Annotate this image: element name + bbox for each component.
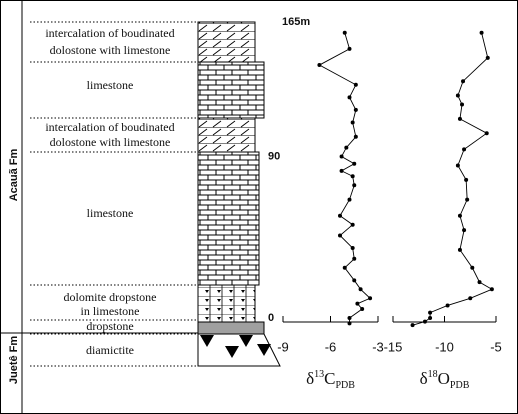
data-point	[352, 183, 356, 187]
lithology-inter	[198, 118, 255, 152]
data-point	[368, 296, 372, 300]
axis-title: δ13CPDB	[306, 369, 355, 391]
data-point	[344, 146, 348, 150]
data-point	[458, 214, 462, 218]
data-point	[354, 108, 358, 112]
data-point	[317, 63, 321, 67]
formation-label: Acauã Fm	[8, 148, 20, 201]
data-point	[351, 174, 355, 178]
data-point	[428, 316, 432, 320]
data-point	[446, 303, 450, 307]
data-point	[351, 223, 355, 227]
lithology-brick	[198, 152, 259, 285]
height-tick-label: 90	[268, 150, 280, 162]
unit-label: intercalation of boudinated	[45, 120, 174, 134]
data-point	[480, 31, 484, 35]
figure: Acauã Fm Juetê Fm intercalation of boudina…	[0, 0, 518, 414]
axis-title-part: PDB	[335, 380, 355, 391]
unit-label: limestone	[87, 206, 134, 220]
data-point	[348, 198, 352, 202]
data-point	[340, 155, 344, 159]
data-point	[456, 94, 460, 98]
isotope-line	[319, 33, 370, 324]
data-point	[359, 287, 363, 291]
lithology-inter	[198, 22, 255, 62]
data-point	[468, 296, 472, 300]
unit-label: dolomite dropstone	[64, 290, 157, 304]
data-point	[458, 117, 462, 121]
x-tick-label: -10	[435, 339, 454, 354]
data-point	[348, 47, 352, 51]
x-tick-label: -3	[372, 339, 384, 354]
lithology-dropstone	[198, 322, 264, 334]
axis-title: δ18OPDB	[420, 369, 470, 391]
unit-label: diamictite	[86, 343, 134, 357]
x-tick-label: -6	[325, 339, 337, 354]
x-tick-label: -9	[277, 339, 289, 354]
data-point	[348, 316, 352, 320]
data-point	[352, 162, 356, 166]
axis-title-part: 13	[314, 369, 324, 380]
data-point	[352, 278, 356, 282]
data-point	[338, 214, 342, 218]
data-point	[478, 280, 482, 284]
lithology-brick	[198, 62, 264, 118]
data-point	[461, 79, 465, 83]
axis-title-part: C	[324, 369, 335, 388]
lithology-dolo	[198, 285, 255, 322]
data-point	[462, 147, 466, 151]
x-tick-label: -5	[490, 339, 502, 354]
data-point	[338, 233, 342, 237]
data-point	[456, 164, 460, 168]
data-point	[462, 228, 466, 232]
unit-label: intercalation of boudinated	[45, 26, 174, 40]
height-tick-label: 0	[268, 312, 274, 324]
data-point	[485, 131, 489, 135]
data-point	[343, 31, 347, 35]
data-point	[355, 302, 359, 306]
unit-label: limestone	[87, 78, 134, 92]
axis-title-part: PDB	[450, 380, 470, 391]
unit-label: dolostone with limestone	[50, 135, 171, 149]
data-point	[490, 287, 494, 291]
x-tick-label: -15	[384, 339, 403, 354]
axis-title-part: 18	[428, 369, 438, 380]
data-point	[460, 103, 464, 107]
data-point	[464, 178, 468, 182]
data-point	[428, 311, 432, 315]
data-point	[470, 266, 474, 270]
data-point	[423, 320, 427, 324]
data-point	[354, 83, 358, 87]
data-point	[411, 323, 415, 327]
data-point	[340, 169, 344, 173]
data-point	[351, 246, 355, 250]
axis-title-part: O	[438, 369, 450, 388]
data-point	[465, 198, 469, 202]
formation-label: Juetê Fm	[8, 336, 20, 385]
data-point	[351, 120, 355, 124]
unit-label: dolostone with limestone	[50, 43, 171, 57]
data-point	[354, 135, 358, 139]
data-point	[352, 257, 356, 261]
height-tick-label: 165m	[282, 16, 310, 28]
data-point	[348, 95, 352, 99]
unit-label: dropstone	[86, 319, 133, 333]
data-point	[360, 307, 364, 311]
data-point	[486, 56, 490, 60]
axis-title-part: δ	[306, 369, 314, 388]
data-point	[458, 248, 462, 252]
unit-label: in limestone	[81, 304, 140, 318]
axis-title-part: δ	[420, 369, 428, 388]
data-point	[348, 321, 352, 325]
data-point	[343, 266, 347, 270]
